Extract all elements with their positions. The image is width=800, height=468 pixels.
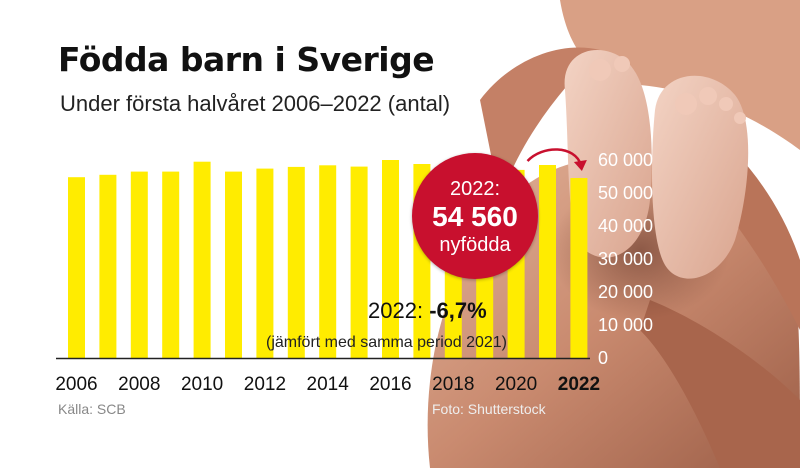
x-tick-label: 2018 (432, 374, 474, 395)
change-prefix: 2022: (368, 298, 424, 323)
change-arrow (526, 148, 583, 166)
y-tick-label: 60 000 (598, 150, 653, 170)
change-note: (jämfört med samma period 2021) (266, 334, 507, 351)
chart-subtitle: Under första halvåret 2006–2022 (antal) (60, 91, 451, 116)
x-tick-label: 2022 (558, 374, 600, 395)
y-tick-label: 10 000 (598, 315, 653, 335)
badge-year: 2022: (449, 178, 501, 200)
bar-2016 (382, 160, 399, 358)
bar-2009 (162, 171, 180, 358)
y-tick-label: 30 000 (598, 249, 653, 269)
bar-2021 (539, 165, 556, 358)
x-tick-label: 2006 (55, 374, 97, 395)
bar-2015 (350, 166, 368, 358)
x-tick-label: 2014 (307, 374, 350, 395)
bar-2011 (225, 171, 242, 358)
y-tick-label: 0 (598, 348, 608, 368)
bar-2022 (570, 178, 588, 358)
x-tick-label: 2012 (244, 374, 286, 395)
change-label: 2022: -6,7% (368, 298, 487, 324)
badge-value: 54 560 (432, 201, 518, 232)
x-tick-label: 2016 (369, 374, 411, 395)
source-credit: Källa: SCB (58, 401, 126, 417)
x-tick-label: 2008 (118, 374, 160, 395)
badge-label: nyfödda (439, 234, 511, 256)
y-tick-label: 40 000 (598, 216, 653, 236)
bar-2013 (287, 166, 305, 358)
arrow-head-icon (573, 160, 587, 171)
bar-2010 (193, 161, 211, 358)
chart-title: Födda barn i Sverige (58, 40, 435, 79)
total-badge: 2022: 54 560 nyfödda (412, 153, 538, 279)
change-value: -6,7% (429, 298, 487, 323)
bar-2012 (256, 168, 274, 358)
bar-2008 (130, 171, 148, 358)
x-tick-label: 2010 (181, 374, 223, 395)
y-tick-label: 20 000 (598, 282, 653, 302)
photo-credit: Foto: Shutterstock (432, 401, 546, 417)
x-tick-label: 2020 (495, 374, 537, 395)
bar-2007 (99, 174, 117, 358)
y-tick-label: 50 000 (598, 183, 653, 203)
bar-2006 (68, 177, 85, 358)
bar-2014 (319, 165, 337, 358)
